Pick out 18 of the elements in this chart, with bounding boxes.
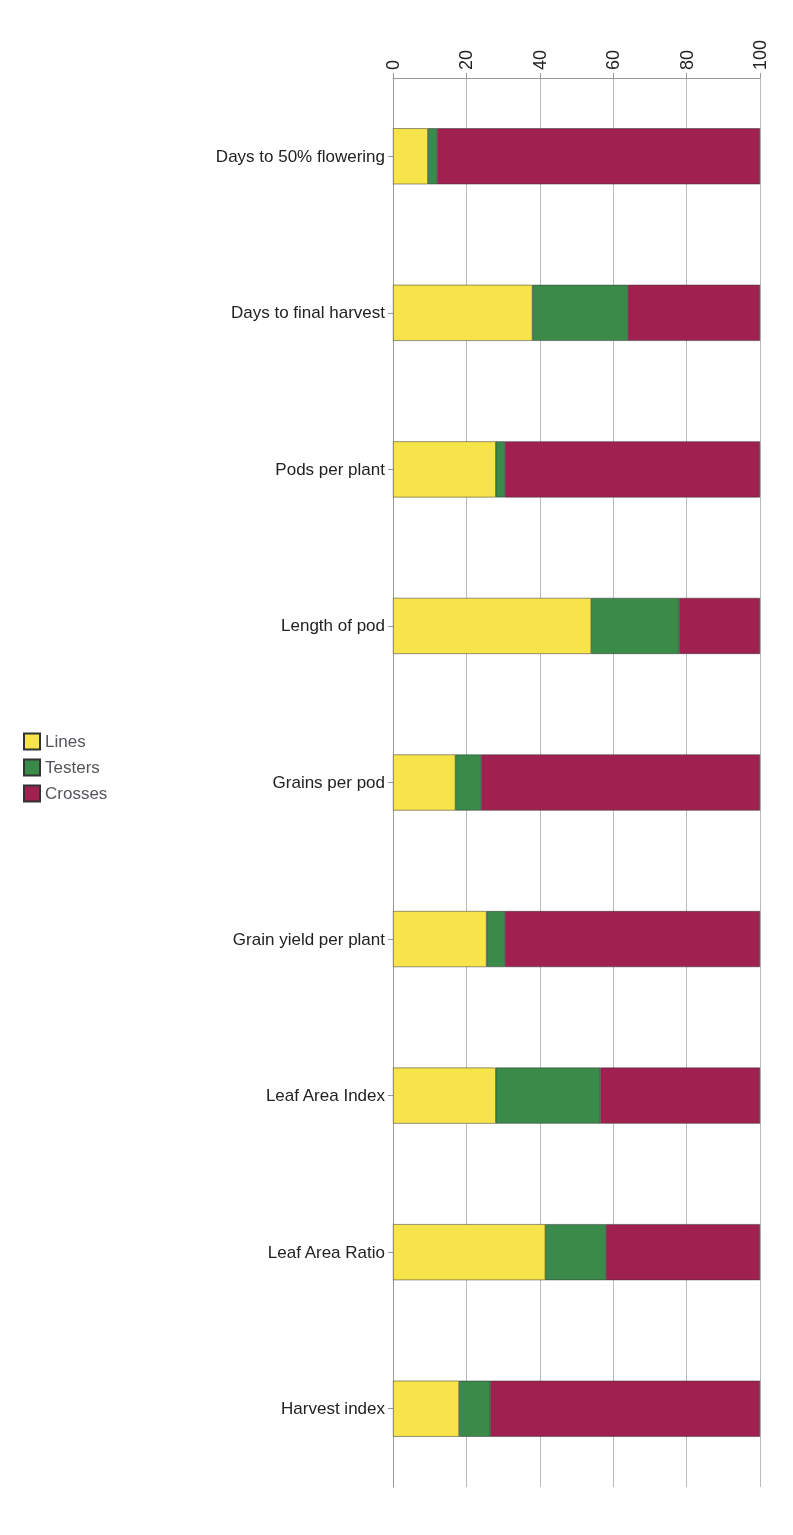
y-tick-label: Days to 50% flowering [215,146,385,166]
legend-label: Testers [45,758,100,777]
x-tick-label: 20 [456,49,477,70]
y-tick-label: Leaf Area Index [265,1086,386,1106]
legend-label: Crosses [45,784,108,803]
y-tick-label: Leaf Area Ratio [267,1242,385,1262]
legend-label: Lines [45,732,86,751]
x-tick-label: 60 [603,49,624,70]
y-tick-label: Pods per plant [275,459,386,479]
x-tick-label: 100 [750,39,770,70]
y-tick-label: Harvest index [281,1399,386,1419]
y-tick-label: Grain yield per plant [232,929,386,949]
x-tick-label: 40 [529,49,550,70]
x-tick-label: 0 [383,59,403,70]
y-tick-label: Grains per pod [272,773,385,792]
x-tick-label: 80 [676,49,697,70]
y-tick-label: Length of pod [281,616,385,636]
y-tick-label: Days to final harvest [230,303,386,323]
